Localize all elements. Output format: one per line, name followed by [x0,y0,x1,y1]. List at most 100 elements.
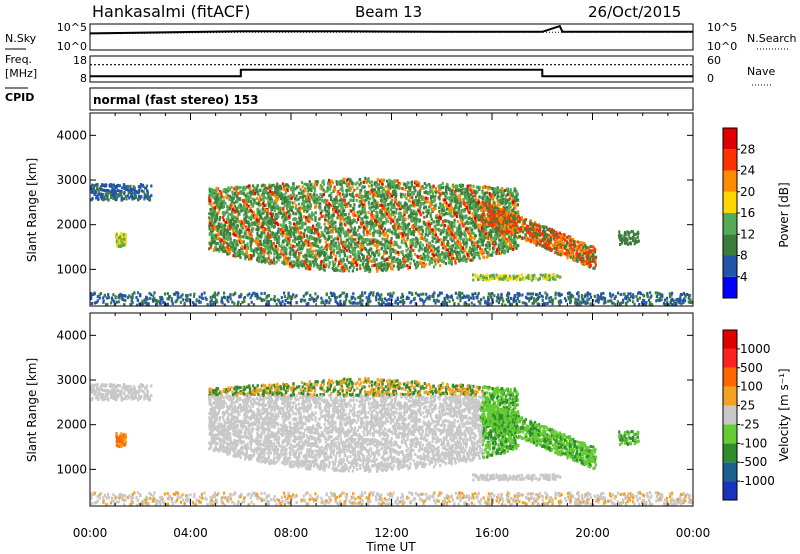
power-cell [102,299,105,303]
power-cell [476,251,479,255]
power-cell [406,295,409,299]
power-cell [364,179,367,183]
power-cell [313,243,316,247]
power-cell [330,230,333,234]
power-cell [321,185,324,189]
power-cell [112,183,115,187]
power-cell [381,216,384,219]
power-cell [345,191,348,195]
power-cell [268,183,271,187]
power-cell [375,251,378,255]
power-cell [448,207,451,211]
power-cell [390,203,394,207]
power-cell [221,211,224,215]
power-cell [129,186,132,190]
power-cell [423,215,426,219]
power-cell [669,301,672,304]
power-cell [212,301,215,305]
power-cell [439,264,442,267]
power-cell [508,292,511,296]
power-cell [279,255,282,259]
power-cell [115,233,118,237]
power-cell [344,240,348,244]
power-cell [279,232,283,236]
power-cell [432,295,435,299]
power-cell [252,249,255,253]
power-cell [445,201,448,205]
power-cell [103,294,106,298]
power-cell [480,195,483,199]
power-cell [426,258,429,262]
power-cell [387,203,390,207]
power-cell [262,221,265,225]
power-cell [101,193,104,196]
power-cell [254,201,257,205]
power-cell [244,204,248,208]
power-cell [382,178,385,182]
power-cell [514,190,517,194]
power-cell [233,201,236,205]
power-cell [493,294,496,298]
power-cell [487,292,490,296]
power-cell [638,296,642,300]
power-cell [213,191,216,195]
power-cell [275,256,278,260]
power-cell [362,230,365,234]
power-cell [486,195,489,199]
power-cell [121,238,124,242]
power-cell [359,267,362,270]
power-cell [479,214,482,218]
power-cell [689,301,692,304]
power-cell [324,218,327,222]
power-cell [495,299,498,303]
power-cell [246,228,249,232]
power-cell [413,204,416,208]
power-cell [395,207,398,211]
power-cell [432,299,436,303]
power-cell [127,191,130,195]
power-cell [393,179,396,183]
power-cell [583,295,586,299]
power-cell [277,211,280,215]
power-cell [474,292,477,296]
power-cell [316,295,319,299]
power-cell [682,299,685,303]
power-cell [467,298,470,302]
power-cell [244,233,247,237]
power-cell [439,202,442,206]
power-cell [346,220,349,224]
power-cell [226,298,229,302]
power-cell [410,299,413,303]
power-cell [418,226,421,230]
power-cell [252,215,255,219]
power-cell [288,238,291,242]
power-cell [266,299,269,303]
power-cell [329,198,333,201]
power-cell [405,244,408,248]
power-cell [340,231,343,235]
power-cell [183,301,186,305]
power-cell [115,300,118,304]
power-cell [209,221,212,225]
power-cell [140,195,143,199]
power-cell [422,300,425,304]
power-cell [425,230,428,234]
power-cell [110,189,113,193]
power-cell [257,219,261,223]
power-cell [580,301,583,305]
power-cell [286,297,289,300]
power-cell [118,189,121,193]
power-cell [211,213,214,217]
power-cell [130,188,134,192]
power-cell [502,246,505,250]
power-cell [364,258,367,262]
power-cell [431,294,434,298]
power-cell [333,203,336,207]
power-cell [243,299,246,303]
power-cell [424,263,427,267]
power-cell [107,191,110,195]
power-cell [110,196,113,199]
power-cell [215,298,218,302]
power-cell [375,298,378,302]
power-cell [270,215,273,219]
